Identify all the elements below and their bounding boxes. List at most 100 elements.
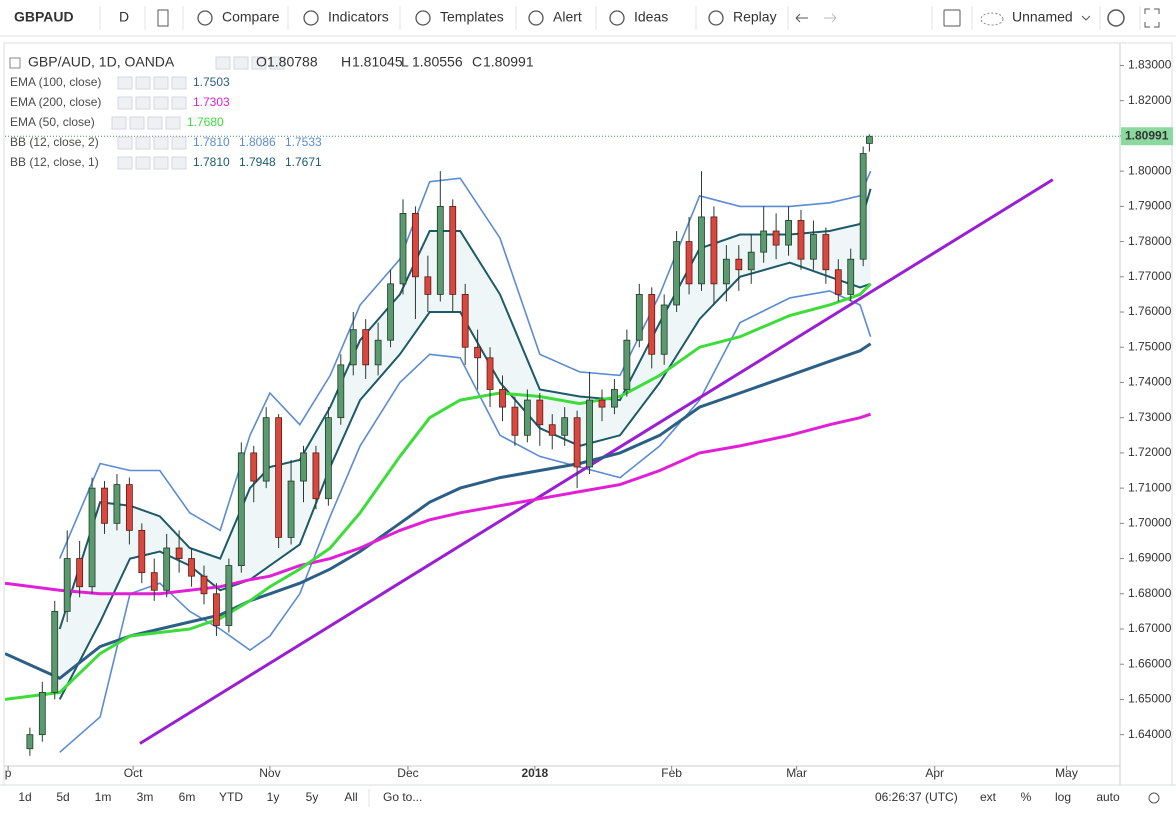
y-tick-label: 1.73000 bbox=[1128, 410, 1172, 424]
indicator-value: 1.7671 bbox=[285, 155, 322, 169]
range-button[interactable]: 5d bbox=[56, 790, 69, 804]
candle-body bbox=[772, 230, 780, 246]
candle-body bbox=[561, 417, 569, 436]
legend-icon[interactable] bbox=[269, 56, 285, 70]
fullscreen[interactable] bbox=[1144, 8, 1160, 28]
legend-icon[interactable] bbox=[111, 116, 127, 130]
candle-body bbox=[449, 205, 457, 295]
layout-name[interactable]: Unnamed bbox=[1012, 9, 1073, 25]
candle-body bbox=[362, 329, 370, 366]
range-button[interactable]: 1m bbox=[95, 790, 112, 804]
toolbar-icon bbox=[609, 10, 625, 26]
legend-icon[interactable] bbox=[171, 76, 187, 90]
toolbar-icon bbox=[528, 10, 544, 26]
settings[interactable] bbox=[1148, 792, 1160, 804]
ema-line bbox=[5, 342, 872, 681]
legend-icon[interactable] bbox=[135, 76, 151, 90]
candle-body bbox=[673, 241, 681, 306]
toolbar bbox=[0, 0, 1176, 36]
band-line bbox=[58, 170, 872, 559]
legend-icon[interactable] bbox=[117, 96, 133, 110]
legend-icon[interactable] bbox=[171, 156, 187, 170]
toolbar-button[interactable]: Compare bbox=[222, 9, 280, 25]
indicator-name: BB (12, close, 1) bbox=[10, 155, 99, 169]
candle-body bbox=[623, 339, 631, 390]
candle-body bbox=[312, 452, 320, 500]
candle-body bbox=[722, 258, 730, 285]
range-button[interactable]: YTD bbox=[219, 790, 243, 804]
collapse-icon[interactable] bbox=[9, 57, 21, 69]
candle-body bbox=[810, 234, 817, 260]
goto-button[interactable]: Go to... bbox=[383, 790, 422, 804]
y-tick-label: 1.71000 bbox=[1128, 480, 1172, 494]
y-tick-label: 1.69000 bbox=[1128, 551, 1172, 565]
legend-icon[interactable] bbox=[135, 136, 151, 150]
checkbox[interactable] bbox=[943, 9, 961, 27]
indicator-value: 1.7533 bbox=[285, 135, 322, 149]
legend-icon[interactable] bbox=[117, 136, 133, 150]
x-tick-label: Oct bbox=[124, 766, 143, 780]
legend-icon[interactable] bbox=[147, 116, 163, 130]
ema-line bbox=[5, 412, 872, 596]
y-tick-label: 1.67000 bbox=[1128, 621, 1172, 635]
x-tick-label: Dec bbox=[397, 766, 418, 780]
legend-icon[interactable] bbox=[251, 56, 267, 70]
toolbar-button[interactable]: Indicators bbox=[328, 9, 389, 25]
toolbar-button[interactable]: Ideas bbox=[634, 9, 668, 25]
candle-body bbox=[213, 593, 220, 626]
ohlc-key: C bbox=[472, 54, 482, 70]
band-line bbox=[58, 188, 872, 630]
range-button[interactable]: 3m bbox=[137, 790, 154, 804]
range-button[interactable]: 1d bbox=[18, 790, 31, 804]
legend-icon[interactable] bbox=[165, 116, 181, 130]
scale-option[interactable]: log bbox=[1055, 790, 1071, 804]
indicator-value: 1.7810 bbox=[193, 155, 230, 169]
toolbar-button[interactable]: Templates bbox=[440, 9, 504, 25]
range-button[interactable]: All bbox=[344, 790, 357, 804]
symbol[interactable]: GBPAUD bbox=[14, 9, 74, 25]
candle-body bbox=[412, 213, 419, 278]
y-tick-label: 1.66000 bbox=[1128, 656, 1172, 670]
range-button[interactable]: 5y bbox=[306, 790, 319, 804]
candle-body bbox=[324, 417, 332, 500]
candle-body bbox=[300, 452, 307, 482]
candle-body bbox=[586, 399, 593, 468]
indicator-value: 1.7503 bbox=[193, 75, 230, 89]
legend-icon[interactable] bbox=[171, 136, 187, 150]
candle-body bbox=[536, 399, 544, 426]
legend-icon[interactable] bbox=[117, 76, 133, 90]
legend-icon[interactable] bbox=[171, 96, 187, 110]
x-tick-label: p bbox=[5, 766, 12, 780]
undo[interactable] bbox=[795, 13, 808, 23]
toolbar-button[interactable]: Alert bbox=[553, 9, 582, 25]
legend-icon[interactable] bbox=[135, 156, 151, 170]
settings[interactable] bbox=[1107, 9, 1125, 27]
candle-body bbox=[399, 213, 407, 285]
y-tick-label: 1.83000 bbox=[1128, 58, 1172, 72]
indicator-value: 1.7810 bbox=[193, 135, 230, 149]
candle-body bbox=[76, 558, 84, 588]
plot bbox=[5, 134, 1054, 756]
scale-option[interactable]: ext bbox=[980, 790, 997, 804]
ohlc-key: O bbox=[256, 54, 267, 70]
range-button[interactable]: 1y bbox=[267, 790, 280, 804]
y-tick-label: 1.75000 bbox=[1128, 339, 1172, 353]
candle-body bbox=[865, 135, 873, 144]
ohlc-key: L bbox=[401, 54, 409, 70]
legend-icon[interactable] bbox=[153, 136, 169, 150]
scale-option[interactable]: % bbox=[1021, 790, 1032, 804]
y-tick-label: 1.77000 bbox=[1128, 269, 1172, 283]
legend-icon[interactable] bbox=[117, 156, 133, 170]
legend-icon[interactable] bbox=[135, 96, 151, 110]
legend-icon[interactable] bbox=[153, 96, 169, 110]
scale-option[interactable]: auto bbox=[1096, 790, 1120, 804]
legend-icon[interactable] bbox=[233, 56, 249, 70]
toolbar-button[interactable]: Replay bbox=[733, 9, 777, 25]
interval[interactable]: D bbox=[119, 9, 129, 25]
range-button[interactable]: 6m bbox=[179, 790, 196, 804]
legend-icon[interactable] bbox=[153, 76, 169, 90]
toolbar-icon bbox=[415, 10, 431, 26]
legend-icon[interactable] bbox=[129, 116, 145, 130]
legend-icon[interactable] bbox=[153, 156, 169, 170]
legend-icon[interactable] bbox=[215, 56, 231, 70]
